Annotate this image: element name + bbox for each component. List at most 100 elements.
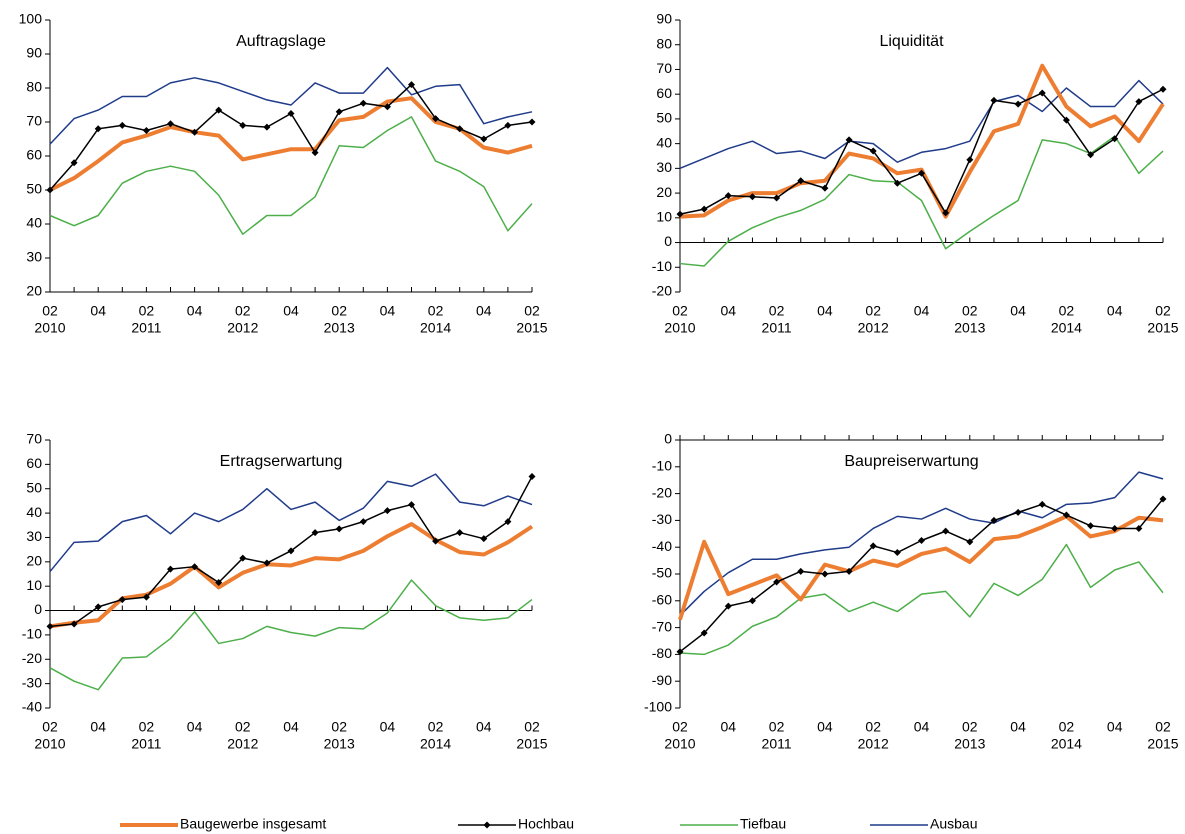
marker	[1038, 89, 1046, 97]
x-tick-label: 04	[476, 719, 492, 735]
marker	[215, 106, 223, 114]
marker	[287, 110, 295, 117]
x-tick-label: 04	[380, 303, 396, 319]
series-line	[49, 473, 533, 573]
x-tick-label: 04	[90, 303, 106, 319]
marker	[335, 108, 343, 116]
x-tick-label: 02	[1155, 719, 1171, 735]
y-tick-label: 80	[26, 79, 42, 95]
x-tick-label: 02	[865, 719, 881, 735]
x-group-label: 2015	[1147, 320, 1178, 336]
x-tick-label: 04	[1107, 719, 1123, 735]
x-group-label: 2012	[858, 320, 889, 336]
y-tick-label: 100	[19, 11, 43, 27]
y-tick-label: 50	[656, 110, 672, 126]
marker	[821, 570, 829, 578]
y-tick-label: -40	[652, 538, 672, 554]
y-tick-label: -80	[652, 645, 672, 661]
marker	[1038, 500, 1046, 508]
y-tick-label: -20	[22, 650, 42, 666]
marker	[456, 529, 464, 537]
y-tick-label: 70	[26, 431, 42, 447]
marker	[821, 184, 829, 192]
marker	[966, 538, 974, 546]
x-tick-label: 04	[1107, 303, 1123, 319]
marker	[1087, 151, 1095, 159]
x-tick-label: 04	[817, 719, 833, 735]
x-tick-label: 04	[1010, 719, 1026, 735]
y-tick-label: -70	[652, 618, 672, 634]
x-group-label: 2014	[1051, 736, 1082, 752]
x-group-label: 2015	[516, 736, 547, 752]
marker	[1062, 511, 1070, 519]
x-tick-label: 04	[914, 719, 930, 735]
marker	[456, 125, 464, 133]
y-tick-label: -20	[652, 484, 672, 500]
y-tick-label: 90	[26, 45, 42, 61]
marker	[118, 596, 126, 604]
y-tick-label: 0	[34, 601, 42, 617]
legend-label: Tiefbau	[740, 816, 786, 832]
x-group-label: 2013	[954, 736, 985, 752]
y-tick-label: -100	[644, 699, 672, 715]
marker	[263, 123, 271, 131]
marker	[724, 192, 732, 200]
legend-label: Baugewerbe insgesamt	[180, 816, 326, 832]
series-line	[678, 514, 1164, 621]
marker	[1014, 508, 1022, 516]
y-tick-label: 50	[26, 181, 42, 197]
y-tick-label: 80	[656, 35, 672, 51]
x-group-label: 2014	[420, 320, 451, 336]
marker	[918, 169, 925, 177]
y-tick-label: 90	[656, 11, 672, 27]
x-tick-label: 02	[672, 719, 688, 735]
marker	[167, 120, 174, 128]
legend-label: Ausbau	[930, 816, 977, 832]
x-tick-label: 04	[817, 303, 833, 319]
marker	[845, 567, 853, 575]
marker	[480, 135, 488, 143]
marker	[918, 537, 925, 544]
x-group-label: 2011	[762, 320, 792, 336]
x-tick-label: 04	[721, 719, 737, 735]
marker	[263, 559, 271, 567]
x-group-label: 2012	[227, 320, 258, 336]
x-group-label: 2013	[954, 320, 985, 336]
marker	[142, 127, 150, 134]
marker	[893, 549, 901, 557]
x-tick-label: 04	[90, 719, 106, 735]
chart-title: Ertragserwartung	[220, 453, 343, 470]
series-line	[49, 579, 533, 691]
x-group-label: 2012	[227, 736, 258, 752]
x-group-label: 2015	[516, 320, 547, 336]
x-tick-label: 04	[283, 719, 299, 735]
marker	[1159, 495, 1167, 503]
x-tick-label: 02	[962, 719, 978, 735]
y-tick-label: 20	[26, 283, 42, 299]
marker	[845, 136, 853, 144]
x-tick-label: 02	[235, 303, 251, 319]
x-group-label: 2011	[131, 320, 161, 336]
marker	[942, 527, 950, 535]
marker	[335, 525, 343, 533]
x-tick-label: 04	[187, 719, 203, 735]
marker	[1062, 116, 1070, 124]
marker	[239, 554, 247, 562]
series-line	[49, 96, 533, 192]
x-tick-label: 02	[1155, 303, 1171, 319]
marker	[311, 529, 319, 537]
marker	[432, 537, 440, 545]
x-group-label: 2014	[420, 736, 451, 752]
y-tick-label: 10	[656, 209, 672, 225]
marker	[46, 186, 54, 194]
x-tick-label: 02	[865, 303, 881, 319]
y-tick-label: 30	[26, 249, 42, 265]
marker	[504, 518, 512, 526]
x-tick-label: 02	[962, 303, 978, 319]
marker	[990, 96, 998, 104]
series-line	[679, 63, 1165, 219]
x-tick-label: 02	[42, 719, 58, 735]
marker	[408, 501, 415, 509]
x-group-label: 2010	[664, 320, 695, 336]
